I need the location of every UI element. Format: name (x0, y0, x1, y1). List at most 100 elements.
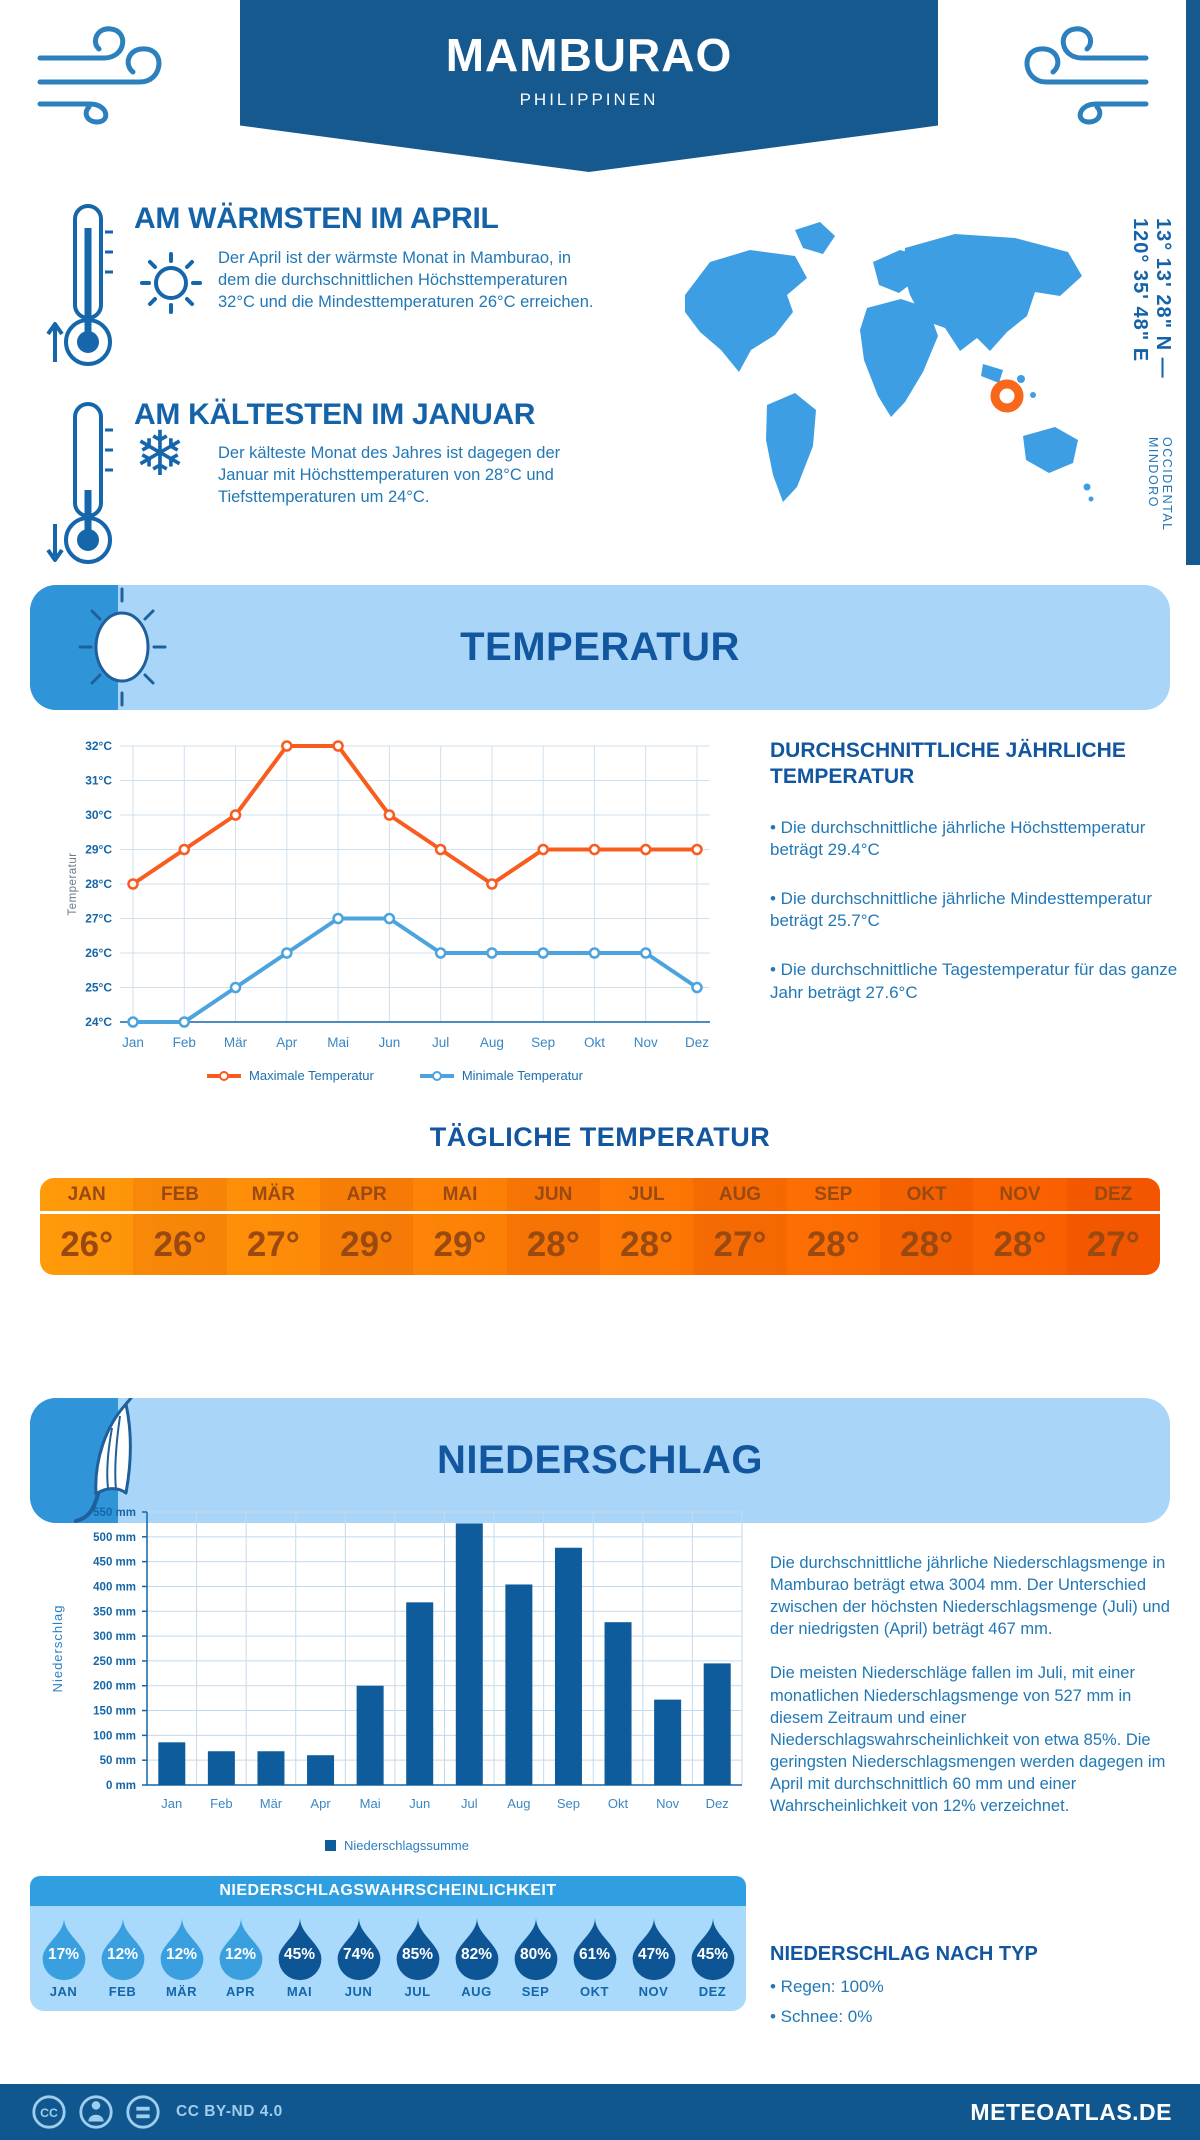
svg-text:500 mm: 500 mm (93, 1532, 136, 1544)
temperature-stat: • Die durchschnittliche Tagestemperatur … (770, 959, 1178, 1002)
daily-temp-value: 29° (433, 1224, 487, 1264)
title-banner: MAMBURAO PHILIPPINEN (240, 0, 938, 172)
droplet-icon (455, 1917, 498, 1981)
svg-text:Aug: Aug (507, 1796, 530, 1811)
probability-month: JUN (344, 1984, 373, 1999)
legend-label: Maximale Temperatur (249, 1068, 374, 1083)
temperature-stats-list: • Die durchschnittliche jährliche Höchst… (770, 817, 1182, 1005)
temperature-stats-panel: DURCHSCHNITTLICHE JÄHRLICHE TEMPERATUR •… (770, 738, 1182, 1004)
daily-temperature-table: JAN 26° FEB 26° MÄR 27° APR 29° MAI 29° JUN 28° JUL 2… (40, 1178, 1160, 1275)
probability-month: FEB (108, 1984, 137, 1999)
svg-text:Mai: Mai (327, 1035, 349, 1050)
probability-droplet: 12% MÄR (152, 1916, 211, 1999)
svg-text:150 mm: 150 mm (93, 1706, 136, 1718)
svg-text:Nov: Nov (634, 1035, 658, 1050)
precipitation-paragraph: Die meisten Niederschläge fallen im Juli… (770, 1664, 1166, 1816)
daily-temp-value: 28° (900, 1224, 954, 1264)
svg-text:CC: CC (40, 2106, 58, 2120)
daily-temp-value: 29° (340, 1224, 394, 1264)
droplet-icon (278, 1917, 321, 1981)
cc-icon: CC (32, 2095, 66, 2129)
warmest-heading: AM WÄRMSTEN IM APRIL (134, 202, 499, 235)
precipitation-chart-legend: Niederschlagssumme (42, 1838, 752, 1853)
daily-temperature-heading: TÄGLICHE TEMPERATUR (429, 1122, 771, 1152)
daily-temp-month: MAI (413, 1178, 507, 1214)
svg-text:Jan: Jan (161, 1796, 182, 1811)
svg-text:Mai: Mai (360, 1796, 381, 1811)
svg-text:350 mm: 350 mm (93, 1606, 136, 1618)
svg-text:30°C: 30°C (85, 808, 112, 822)
probability-droplet: 45% MAI (270, 1916, 329, 1999)
svg-text:Aug: Aug (480, 1035, 504, 1050)
legend-label: Niederschlagssumme (344, 1838, 469, 1853)
probability-value: 80% (519, 1946, 552, 1963)
probability-value: 12% (165, 1946, 198, 1963)
svg-text:Feb: Feb (210, 1796, 232, 1811)
warmest-text: Der April ist der wärmste Monat in Mambu… (218, 249, 594, 311)
legend-line-swatch (419, 1070, 454, 1081)
daily-temp-value: 26° (60, 1224, 114, 1264)
probability-month: DEZ (698, 1984, 727, 1999)
temperature-line-chart: 24°C 25°C 26°C 27°C 28°C 29°C 30°C 31°C 32°C Jan F… (67, 739, 710, 1050)
precipitation-type-heading: NIEDERSCHLAG NACH TYP (770, 1943, 1038, 1965)
droplet-icon (573, 1917, 616, 1981)
probability-droplet: 12% FEB (93, 1916, 152, 1999)
precipitation-type-panel: NIEDERSCHLAG NACH TYP • Regen: 100% • Sch… (770, 1942, 1182, 2027)
daily-temp-column: DEZ 27° (1066, 1178, 1160, 1275)
probability-month: JAN (49, 1984, 78, 1999)
probability-value: 17% (47, 1946, 80, 1963)
precipitation-banner-title: NIEDERSCHLAG (436, 1438, 764, 1482)
droplet-icon (160, 1917, 203, 1981)
probability-droplet: 12% APR (211, 1916, 270, 1999)
temperature-banner: TEMPERATUR (30, 585, 1170, 710)
probability-droplet: 47% NOV (624, 1916, 683, 1999)
probability-value: 61% (578, 1946, 611, 1963)
daily-temp-month: MÄR (226, 1178, 320, 1214)
svg-text:200 mm: 200 mm (93, 1681, 136, 1693)
droplet-icon (691, 1917, 734, 1981)
probability-droplet: 80% SEP (506, 1916, 565, 1999)
probability-month: NOV (638, 1984, 669, 1999)
svg-text:250 mm: 250 mm (93, 1656, 136, 1668)
daily-temp-month: AUG (693, 1178, 787, 1214)
probability-body: 17% JAN 12% FEB 12% MÄR 12% APR 45% MAI 74% JUN 85% J… (30, 1906, 746, 2011)
sun-icon (140, 252, 202, 314)
svg-text:Nov: Nov (656, 1796, 680, 1811)
svg-text:26°C: 26°C (85, 946, 112, 960)
probability-value: 82% (460, 1946, 493, 1963)
coldest-heading: AM KÄLTESTEN IM JANUAR (134, 398, 536, 431)
svg-text:300 mm: 300 mm (93, 1631, 136, 1643)
probability-month: AUG (461, 1984, 492, 1999)
right-edge-bar (1186, 0, 1200, 565)
daily-temp-column: SEP 28° (786, 1178, 880, 1275)
probability-month: APR (226, 1984, 255, 1999)
probability-month: MÄR (165, 1984, 198, 1999)
daily-temp-column: MÄR 27° (226, 1178, 320, 1275)
precipitation-bar-chart: 0 mm 50 mm 100 mm 150 mm 200 mm 250 mm 300 mm 3… (50, 1507, 743, 1811)
probability-heading: NIEDERSCHLAGSWAHRSCHEINLICHKEIT (30, 1876, 746, 1906)
temperature-chart-legend: Maximale Temperatur Minimale Temperatur (60, 1068, 730, 1083)
coordinates-text: 13° 13' 28" N — 120° 35' 48" E (1129, 218, 1174, 379)
legend-label: Minimale Temperatur (461, 1068, 583, 1083)
svg-text:50 mm: 50 mm (100, 1755, 136, 1767)
cc-by-person-icon (79, 2095, 113, 2129)
droplet-icon (101, 1917, 144, 1981)
daily-temp-column: JUN 28° (506, 1178, 600, 1275)
svg-text:Temperatur: Temperatur (67, 852, 79, 915)
svg-text:29°C: 29°C (85, 843, 112, 857)
svg-text:Jun: Jun (409, 1796, 430, 1811)
daily-temp-column: MAI 29° (413, 1178, 507, 1275)
thermometer-warm-icon (46, 204, 113, 366)
daily-temp-column: JAN 26° (40, 1178, 134, 1275)
probability-value: 45% (696, 1946, 729, 1963)
svg-text:Jun: Jun (378, 1035, 400, 1050)
daily-temp-column: FEB 26° (133, 1178, 227, 1275)
temperature-stat: • Die durchschnittliche jährliche Höchst… (770, 817, 1146, 860)
probability-droplet: 82% AUG (447, 1916, 506, 1999)
droplet-icon (632, 1917, 675, 1981)
svg-text:31°C: 31°C (85, 774, 112, 788)
daily-temp-month: DEZ (1066, 1178, 1160, 1214)
svg-text:Jul: Jul (461, 1796, 478, 1811)
droplet-icon (396, 1917, 439, 1981)
